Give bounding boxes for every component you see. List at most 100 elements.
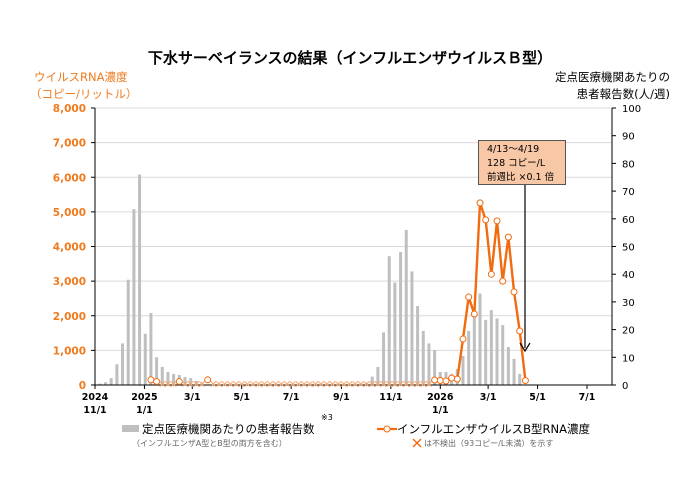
bar: [121, 343, 125, 385]
not-detected-marker: [159, 381, 166, 387]
rna-point: [459, 335, 467, 343]
bar: [421, 330, 425, 385]
bar: [382, 332, 386, 385]
bar: [172, 373, 176, 385]
not-detected-marker: [244, 381, 251, 387]
left-tick-label: 0: [79, 380, 86, 392]
bar: [393, 282, 397, 385]
left-axis-title-line1: ウイルスRNA濃度: [34, 70, 128, 84]
x-tick-label: 2024: [82, 392, 109, 403]
bar: [104, 382, 108, 385]
bar: [387, 256, 391, 385]
x-tick-label: 5/1: [529, 392, 546, 403]
rna-point: [442, 377, 450, 385]
not-detected-marker: [374, 381, 381, 387]
rna-point: [493, 217, 501, 225]
not-detected-marker: [278, 381, 285, 387]
not-detected-marker: [397, 381, 404, 387]
not-detected-marker: [369, 381, 376, 387]
not-detected-marker: [323, 381, 330, 387]
bar: [484, 319, 488, 385]
right-tick-label: 80: [622, 159, 635, 170]
left-tick-label: 8,000: [53, 103, 86, 115]
bar: [160, 366, 164, 385]
bar: [404, 229, 408, 385]
not-detected-marker: [272, 381, 279, 387]
not-detected-marker: [233, 381, 239, 387]
not-detected-marker: [340, 381, 347, 387]
not-detected-marker: [182, 381, 188, 387]
bar: [501, 325, 505, 385]
right-tick-label: 40: [622, 270, 635, 281]
annotation-box: 4/13～4/19 128 コピー/L 前週比 ×0.1 倍: [478, 140, 566, 185]
not-detected-marker: [170, 381, 177, 387]
not-detected-marker: [380, 381, 387, 387]
rna-point: [516, 327, 524, 335]
not-detected-marker: [193, 381, 200, 387]
not-detected-marker: [301, 381, 308, 387]
not-detected-marker: [318, 381, 325, 387]
bar: [126, 279, 130, 385]
bar: [370, 376, 374, 385]
rna-point: [510, 288, 518, 296]
x-tick-label: 2026: [427, 392, 454, 403]
not-detected-marker: [261, 381, 268, 387]
legend-line-swatch: [377, 425, 397, 433]
bar: [472, 315, 476, 385]
not-detected-marker: [238, 381, 245, 387]
left-tick-label: 6,000: [53, 172, 86, 184]
left-tick-label: 7,000: [53, 138, 86, 150]
rna-point: [487, 270, 495, 278]
right-tick-label: 0: [622, 381, 628, 392]
legend-line-label: インフルエンザウイルスB型RNA濃度: [397, 422, 591, 436]
legend-bar-swatch: [122, 425, 139, 432]
annotation-ratio: 前週比 ×0.1 倍: [487, 172, 555, 183]
bar: [194, 380, 198, 385]
left-tick-label: 2,000: [53, 311, 86, 323]
annotation-period: 4/13～4/19: [487, 144, 540, 155]
not-detected-marker: [227, 381, 234, 387]
left-axis-title-line2: （コピー/リットル）: [30, 87, 138, 101]
not-detected-marker: [414, 381, 421, 387]
not-detected-marker: [255, 381, 262, 387]
x-tick-label: 3/1: [480, 392, 497, 403]
not-detected-marker: [425, 381, 432, 387]
bar: [461, 355, 465, 385]
bar: [467, 330, 471, 385]
bar: [149, 312, 153, 385]
right-tick-label: 30: [622, 298, 635, 309]
bar: [495, 318, 499, 385]
right-tick-label: 60: [622, 215, 635, 226]
rna-point: [147, 376, 155, 384]
not-detected-marker: [363, 381, 370, 387]
not-detected-marker: [335, 381, 342, 387]
not-detected-marker: [352, 381, 359, 387]
bar: [427, 343, 431, 385]
bar: [166, 371, 170, 385]
left-tick-label: 5,000: [53, 207, 86, 219]
not-detected-marker: [306, 381, 313, 387]
x-tick-sublabel: 11/1: [83, 405, 106, 416]
bar: [183, 376, 187, 385]
bar: [518, 373, 522, 385]
rna-point: [476, 199, 484, 207]
legend-line-sub: は不検出（93コピー/L未満）を示す: [424, 439, 554, 448]
rna-point: [470, 310, 478, 318]
bar: [376, 366, 380, 385]
x-tick-sublabel: 1/1: [432, 405, 449, 416]
not-detected-marker: [386, 381, 393, 387]
not-detected-marker: [295, 381, 302, 387]
not-detected-marker: [210, 381, 217, 387]
bar: [132, 209, 136, 385]
not-detected-marker: [289, 381, 296, 387]
bar: [115, 364, 119, 385]
bar: [416, 306, 420, 385]
rna-point: [482, 216, 490, 224]
not-detected-marker: [312, 381, 319, 387]
chart-title: 下水サーベイランスの結果（インフルエンザウイルスＢ型）: [147, 49, 553, 67]
bar: [399, 252, 403, 385]
rna-point: [153, 378, 161, 386]
not-detected-marker: [267, 381, 274, 387]
not-detected-marker: [284, 381, 291, 387]
rna-point: [499, 277, 507, 285]
